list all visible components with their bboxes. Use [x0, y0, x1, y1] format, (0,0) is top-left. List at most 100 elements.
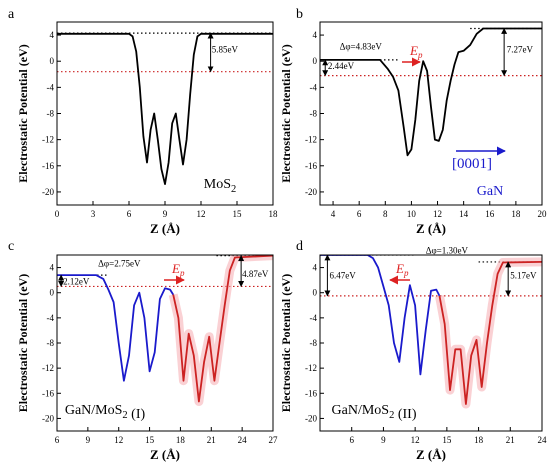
annotation-label: 5.17eV — [510, 270, 537, 280]
panel-a: 0 3 6 9 12 15 18 -20 -16 -12 -8 -4 0 4 Z (Å) Electrosta… — [8, 7, 278, 236]
sample-label: MoS2 — [204, 177, 236, 195]
x-tick-label: 18 — [511, 209, 521, 219]
y-tick-label: -20 — [42, 413, 54, 423]
panel-b: 4 6 8 10 12 14 16 18 20 -20 -16 -12 -8 -4 0 4 Z (Å) Elect… — [279, 7, 547, 236]
x-tick-label: 16 — [485, 209, 495, 219]
sample-label: GaN — [477, 184, 503, 199]
y-tick-label: 4 — [313, 263, 318, 273]
y-tick-label: -12 — [305, 135, 317, 145]
series-line-1 — [57, 274, 174, 382]
y-tick-label: 0 — [50, 56, 55, 66]
y-tick-label: -12 — [42, 135, 54, 145]
y-axis-label: Electrostatic Potential (eV) — [16, 274, 30, 412]
y-tick-label: -16 — [42, 161, 54, 171]
y-tick-label: -4 — [310, 82, 318, 92]
x-tick-label: 9 — [381, 435, 386, 445]
field-label: Ep — [395, 261, 409, 278]
y-tick-label: -12 — [305, 363, 317, 373]
annotation-label: 2.12eV — [63, 277, 90, 287]
series-glow — [435, 257, 542, 409]
x-tick-label: 15 — [442, 435, 452, 445]
x-tick-label: 15 — [233, 209, 243, 219]
annotation-label: 7.27eV — [507, 45, 534, 55]
x-tick-label: 6 — [349, 435, 354, 445]
field-label: Ep — [171, 261, 185, 278]
series-line-2 — [172, 255, 273, 403]
x-axis-label: Z (Å) — [150, 221, 180, 236]
x-tick-label: 12 — [411, 435, 420, 445]
x-tick-label: 6 — [127, 209, 132, 219]
x-tick-label: 0 — [55, 209, 60, 219]
panel-label: a — [8, 7, 15, 22]
panel-label: b — [296, 7, 303, 22]
y-axis-label: Electrostatic Potential (eV) — [279, 44, 293, 182]
annotation-label: 5.85eV — [212, 45, 239, 55]
y-tick-label: -4 — [47, 313, 55, 323]
y-axis-label: Electrostatic Potential (eV) — [279, 274, 293, 412]
y-tick-label: -20 — [42, 187, 54, 197]
x-tick-label: 12 — [197, 209, 206, 219]
x-tick-label: 18 — [474, 435, 484, 445]
x-tick-label: 9 — [163, 209, 168, 219]
series-line-1 — [320, 255, 441, 376]
annotation-label: Δφ=4.83eV — [340, 41, 383, 51]
x-tick-label: 12 — [433, 209, 442, 219]
panel-c: 6 9 12 15 18 21 24 27 -20 -16 -12 -8 -4 0 4 Z (Å) Electr… — [8, 239, 278, 462]
series-line-2 — [438, 261, 542, 405]
annotation-label: Δφ=2.75eV — [98, 258, 141, 268]
x-axis-label: Z (Å) — [416, 447, 446, 462]
y-tick-label: -4 — [310, 313, 318, 323]
plot-frame — [56, 21, 274, 206]
y-tick-label: -8 — [47, 338, 55, 348]
y-tick-label: -12 — [42, 363, 54, 373]
y-tick-label: -8 — [47, 109, 55, 119]
x-axis-label: Z (Å) — [416, 221, 446, 236]
x-tick-label: 18 — [269, 209, 279, 219]
y-tick-label: 4 — [50, 263, 55, 273]
y-axis-label: Electrostatic Potential (eV) — [16, 44, 30, 182]
x-tick-label: 14 — [459, 209, 469, 219]
y-tick-label: -16 — [305, 161, 317, 171]
annotation-label: 2.44eV — [328, 61, 355, 71]
y-tick-label: -8 — [310, 338, 318, 348]
x-tick-label: 9 — [86, 435, 91, 445]
x-tick-label: 8 — [383, 209, 388, 219]
annotation-label: 6.47eV — [330, 270, 357, 280]
x-tick-label: 20 — [538, 209, 548, 219]
x-tick-label: 6 — [55, 435, 60, 445]
y-tick-label: -16 — [42, 388, 54, 398]
series-line-1 — [320, 27, 542, 157]
x-tick-label: 10 — [407, 209, 417, 219]
y-tick-label: -20 — [305, 187, 317, 197]
y-tick-label: 4 — [50, 30, 55, 40]
y-tick-label: -16 — [305, 388, 317, 398]
x-tick-label: 21 — [506, 435, 515, 445]
annotation-label: 4.87eV — [242, 269, 269, 279]
y-tick-label: 0 — [313, 56, 318, 66]
panel-label: c — [8, 239, 14, 254]
x-tick-label: 24 — [538, 435, 548, 445]
x-tick-label: 3 — [91, 209, 96, 219]
series-line-1 — [57, 32, 273, 186]
y-tick-label: 0 — [313, 288, 318, 298]
direction-label: [0001] — [452, 156, 492, 172]
panel-d: 6 9 12 15 18 21 24 -20 -16 -12 -8 -4 0 4 Z (Å) Electros… — [279, 239, 547, 462]
x-axis-label: Z (Å) — [150, 447, 180, 462]
field-label: Ep — [409, 43, 423, 60]
annotation-label: Δφ=1.30eV — [426, 246, 469, 256]
x-tick-label: 24 — [238, 435, 248, 445]
sample-label: GaN/MoS2 (I) — [65, 403, 146, 422]
y-tick-label: 4 — [313, 30, 318, 40]
x-tick-label: 27 — [269, 435, 279, 445]
x-tick-label: 12 — [114, 435, 123, 445]
x-tick-label: 15 — [145, 435, 155, 445]
sample-label: GaN/MoS2 (II) — [332, 403, 417, 422]
panel-label: d — [296, 239, 303, 254]
x-tick-label: 18 — [176, 435, 186, 445]
y-tick-label: -20 — [305, 413, 317, 423]
y-tick-label: 0 — [50, 288, 55, 298]
y-tick-label: -8 — [310, 109, 318, 119]
x-tick-label: 4 — [331, 209, 336, 219]
y-tick-label: -4 — [47, 82, 55, 92]
